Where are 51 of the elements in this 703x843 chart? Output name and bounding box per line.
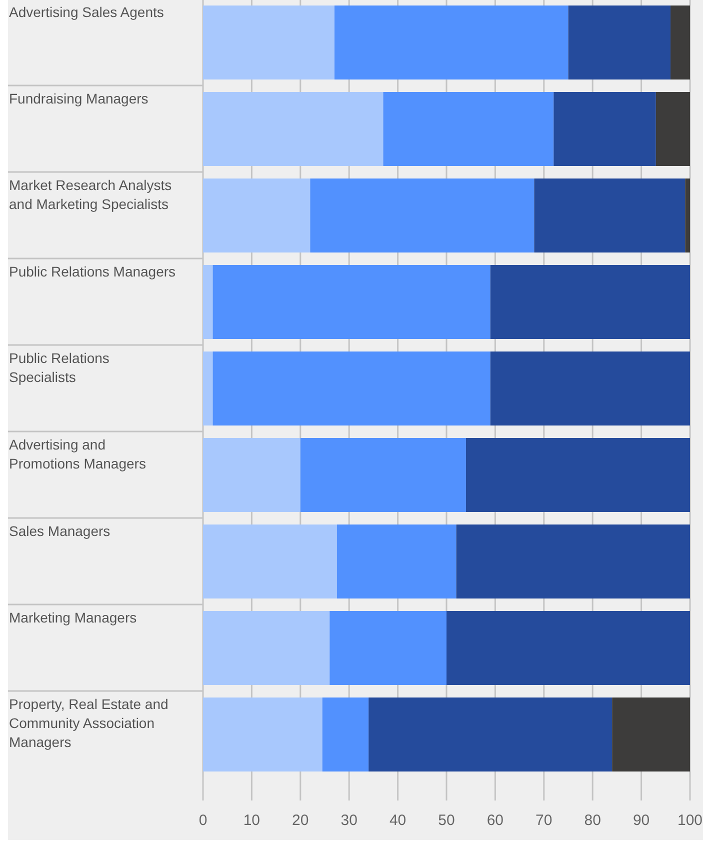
bar xyxy=(212,264,490,339)
y-tick-label: Fundraising Managers xyxy=(9,90,148,106)
bar xyxy=(203,524,337,598)
bar xyxy=(322,697,369,772)
bar xyxy=(203,697,322,772)
x-tick-label: 80 xyxy=(584,812,601,830)
bar xyxy=(446,610,690,685)
y-tick-label: Sales Managers xyxy=(9,523,110,539)
y-tick-label: Property, Real Estate and Community Association Managers xyxy=(9,696,168,750)
x-tick-label: 60 xyxy=(486,812,504,830)
x-tick-label: 0 xyxy=(198,812,208,830)
bar xyxy=(336,524,456,598)
y-tick-label: Advertising Sales Agents xyxy=(9,4,164,20)
bar xyxy=(685,178,690,252)
bar xyxy=(656,92,690,166)
x-tick-label: 90 xyxy=(632,812,650,830)
bar xyxy=(612,697,690,772)
bar xyxy=(203,5,334,80)
y-tick-label: Market Research Analysts and Marketing Specialists xyxy=(9,177,172,212)
bar xyxy=(334,5,568,80)
bar xyxy=(310,178,534,252)
bar xyxy=(670,5,690,80)
y-tick-label: Public Relations Managers xyxy=(9,264,176,280)
x-tick-label: 30 xyxy=(340,812,358,830)
bar xyxy=(300,438,466,512)
bar xyxy=(203,178,310,252)
bar xyxy=(203,351,213,426)
bar xyxy=(490,264,690,339)
bar xyxy=(534,178,686,252)
x-tick-label: 100 xyxy=(677,812,703,830)
x-tick-label: 10 xyxy=(243,812,260,830)
bar xyxy=(203,438,300,512)
bar xyxy=(203,92,384,166)
bar xyxy=(568,5,671,80)
bar xyxy=(212,351,490,426)
x-tick-label: 70 xyxy=(536,812,552,830)
x-tick-label: 20 xyxy=(292,812,309,830)
bar xyxy=(554,92,656,166)
bar xyxy=(456,524,690,598)
bar xyxy=(203,264,213,339)
bar xyxy=(368,697,612,772)
bar xyxy=(383,92,554,166)
y-tick-label: Public Relations Specialists xyxy=(9,350,110,385)
y-tick-label: Advertising and Promotions Managers xyxy=(9,436,146,472)
bar xyxy=(466,438,690,512)
bar xyxy=(490,351,690,426)
bar xyxy=(203,610,330,685)
x-tick-label: 40 xyxy=(389,812,406,830)
bar xyxy=(330,610,446,685)
y-tick-label: Marketing Managers xyxy=(9,610,137,626)
x-tick-label: 50 xyxy=(438,812,455,830)
